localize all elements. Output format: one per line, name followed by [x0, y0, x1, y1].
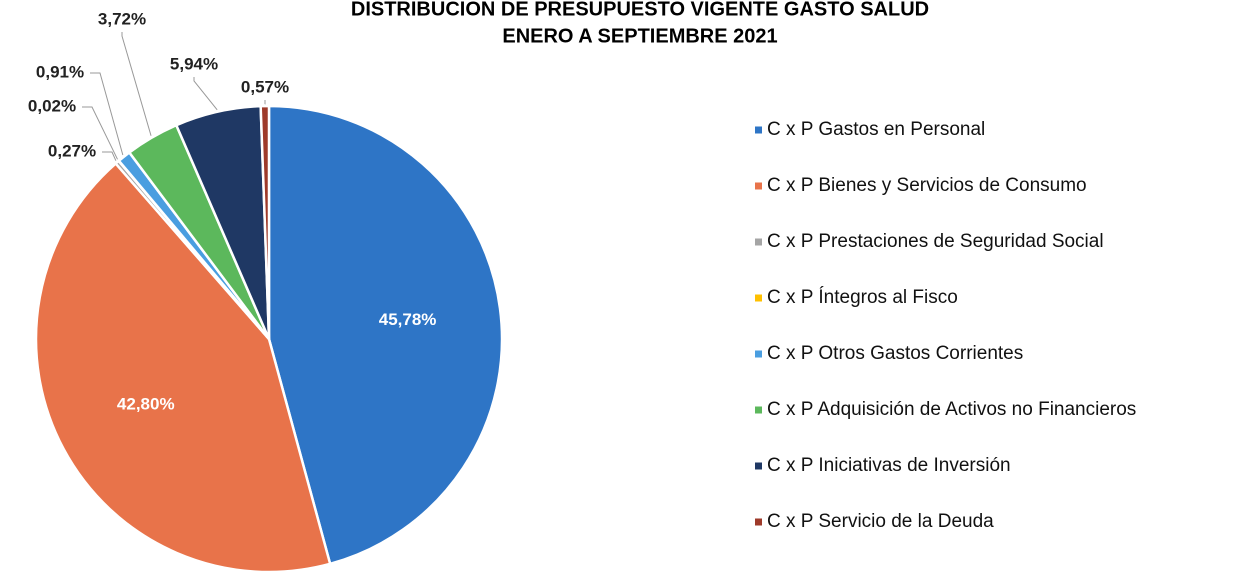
legend-label: C x P Bienes y Servicios de Consumo [767, 175, 1087, 196]
legend-marker [755, 350, 762, 358]
chart-subtitle: ENERO A SEPTIEMBRE 2021 [502, 25, 777, 47]
legend-label: C x P Otros Gastos Corrientes [767, 343, 1023, 364]
legend-label: C x P Servicio de la Deuda [767, 511, 994, 532]
data-label: 5,94% [170, 54, 218, 73]
data-label: 0,27% [48, 141, 96, 160]
leader-line [121, 32, 152, 136]
pie-slice [267, 104, 504, 566]
legend-marker [755, 462, 762, 470]
legend-label: C x P Íntegros al Fisco [767, 287, 958, 308]
leader-line [193, 77, 218, 111]
legend-marker [755, 406, 762, 414]
data-label: 0,91% [36, 62, 84, 81]
legend-label: C x P Gastos en Personal [767, 119, 985, 140]
data-label: 0,57% [241, 77, 289, 96]
data-label: 42,80% [117, 394, 175, 413]
chart-title: DISTRIBUCIÓN DE PRESUPUESTO VIGENTE GAST… [351, 0, 929, 20]
legend-marker [755, 238, 762, 246]
pie-slice [259, 104, 271, 340]
legend-marker [755, 182, 762, 190]
legend-marker [755, 518, 762, 526]
data-label: 45,78% [379, 310, 437, 329]
legend-marker [755, 126, 762, 134]
legend-label: C x P Iniciativas de Inversión [767, 455, 1011, 476]
legend-label: C x P Prestaciones de Seguridad Social [767, 231, 1104, 252]
leader-line [82, 106, 118, 160]
legend-marker [755, 294, 762, 302]
legend-label: C x P Adquisición de Activos no Financie… [767, 399, 1136, 420]
data-label: 3,72% [98, 9, 146, 28]
leader-line [102, 151, 117, 161]
leader-line [90, 72, 124, 156]
data-label: 0,02% [28, 96, 76, 115]
pie-slice [34, 161, 332, 573]
